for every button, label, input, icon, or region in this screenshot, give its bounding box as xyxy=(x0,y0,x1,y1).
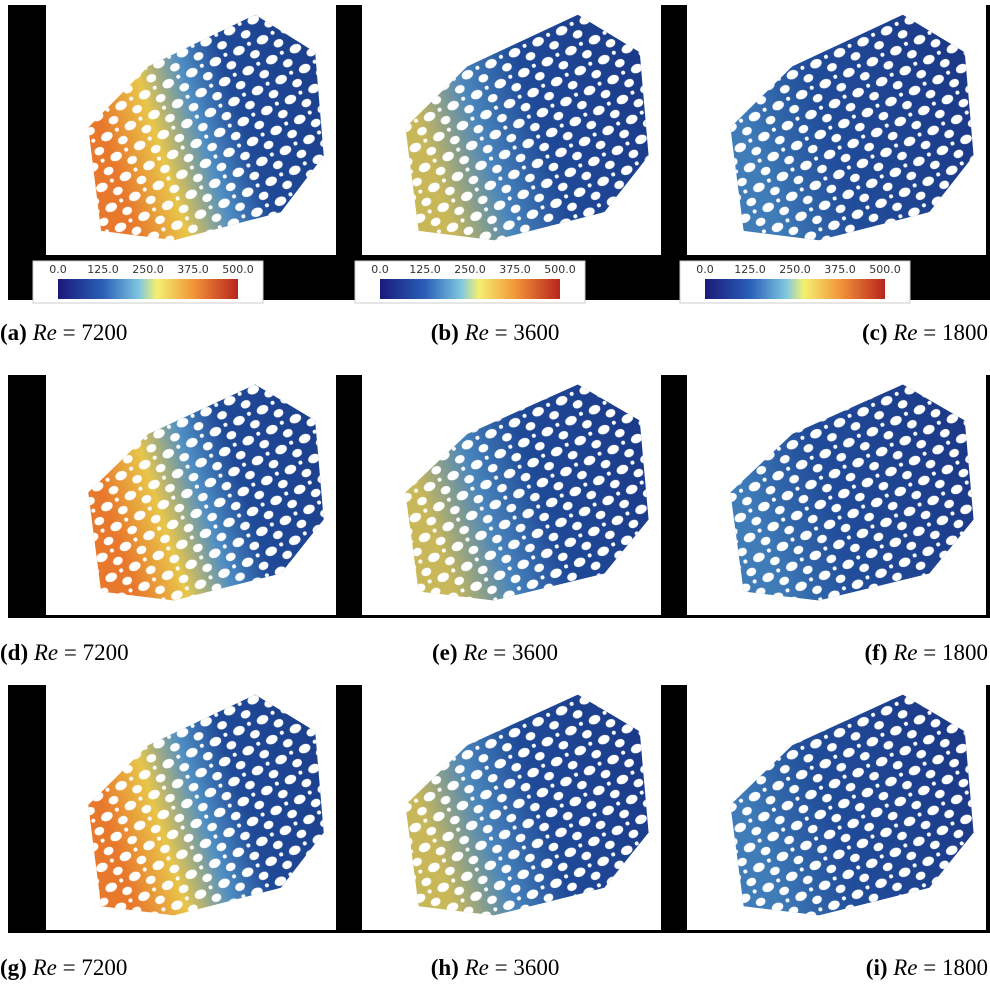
caption-variable: Re xyxy=(892,955,917,980)
colorbar-tick-label: 375.0 xyxy=(824,263,856,276)
caption-variable: Re xyxy=(464,320,489,345)
caption-variable: Re xyxy=(464,955,489,980)
caption: (c) Re = 1800 xyxy=(862,320,988,345)
caption-value: 7200 xyxy=(81,320,127,345)
panel xyxy=(340,375,665,618)
colorbar-tick-label: 250.0 xyxy=(454,263,486,276)
colorbar-tick-label: 500.0 xyxy=(544,263,576,276)
colorbar-tick-label: 500.0 xyxy=(222,263,254,276)
panel: 0.0 125.0 250.0 375.0 500.0 xyxy=(8,5,340,303)
colorbar-tick-label: 375.0 xyxy=(499,263,531,276)
caption-label: (h) xyxy=(431,955,459,980)
caption-variable: Re xyxy=(462,640,487,665)
caption-value: 3600 xyxy=(513,955,559,980)
caption-relation: = xyxy=(923,320,936,345)
caption: (g) Re = 7200 xyxy=(0,955,127,980)
panel xyxy=(8,375,340,618)
caption-relation: = xyxy=(495,955,508,980)
caption-relation: = xyxy=(64,640,77,665)
caption-relation: = xyxy=(63,320,76,345)
caption-variable: Re xyxy=(892,320,917,345)
caption-relation: = xyxy=(923,640,936,665)
caption-label: (d) xyxy=(0,640,28,665)
caption-label: (b) xyxy=(431,320,459,345)
caption: (f) Re = 1800 xyxy=(865,640,988,665)
caption-label: (i) xyxy=(866,955,888,980)
colorbar xyxy=(705,279,885,299)
colorbar-tick-label: 0.0 xyxy=(49,263,67,276)
caption-relation: = xyxy=(493,640,506,665)
caption: (i) Re = 1800 xyxy=(866,955,988,980)
caption: (d) Re = 7200 xyxy=(0,640,129,665)
caption-value: 1800 xyxy=(942,640,988,665)
caption-value: 1800 xyxy=(942,955,988,980)
caption: (h) Re = 3600 xyxy=(431,955,560,980)
colorbar-tick-label: 250.0 xyxy=(132,263,164,276)
panel xyxy=(8,685,340,933)
caption: (a) Re = 7200 xyxy=(0,320,127,345)
caption-label: (g) xyxy=(0,955,27,980)
colorbar-tick-label: 0.0 xyxy=(371,263,389,276)
caption-label: (f) xyxy=(865,640,888,665)
panel xyxy=(665,375,990,618)
colorbar xyxy=(380,279,560,299)
caption-label: (a) xyxy=(0,320,27,345)
caption-relation: = xyxy=(495,320,508,345)
colorbar-tick-label: 375.0 xyxy=(177,263,209,276)
caption-relation: = xyxy=(63,955,76,980)
caption: (b) Re = 3600 xyxy=(431,320,560,345)
caption-label: (c) xyxy=(862,320,888,345)
caption-value: 7200 xyxy=(83,640,129,665)
colorbar-tick-label: 0.0 xyxy=(696,263,714,276)
caption-variable: Re xyxy=(32,320,57,345)
panel xyxy=(665,685,990,933)
colorbar-tick-label: 125.0 xyxy=(87,263,119,276)
figure: 0.0 125.0 250.0 375.0 500.0 (a) Re = 7200 0.0 1… xyxy=(0,0,990,988)
caption-value: 1800 xyxy=(942,320,988,345)
colorbar-tick-label: 250.0 xyxy=(779,263,811,276)
colorbar-tick-label: 125.0 xyxy=(409,263,441,276)
caption-value: 3600 xyxy=(512,640,558,665)
caption-label: (e) xyxy=(432,640,458,665)
panel: 0.0 125.0 250.0 375.0 500.0 xyxy=(665,5,990,303)
caption-value: 3600 xyxy=(513,320,559,345)
panel xyxy=(340,685,665,933)
caption: (e) Re = 3600 xyxy=(432,640,558,665)
colorbar-tick-label: 500.0 xyxy=(869,263,901,276)
caption-variable: Re xyxy=(33,640,58,665)
panel: 0.0 125.0 250.0 375.0 500.0 xyxy=(340,5,665,303)
colorbar xyxy=(58,279,238,299)
caption-variable: Re xyxy=(892,640,917,665)
caption-variable: Re xyxy=(32,955,57,980)
caption-relation: = xyxy=(923,955,936,980)
colorbar-tick-label: 125.0 xyxy=(734,263,766,276)
caption-value: 7200 xyxy=(81,955,127,980)
